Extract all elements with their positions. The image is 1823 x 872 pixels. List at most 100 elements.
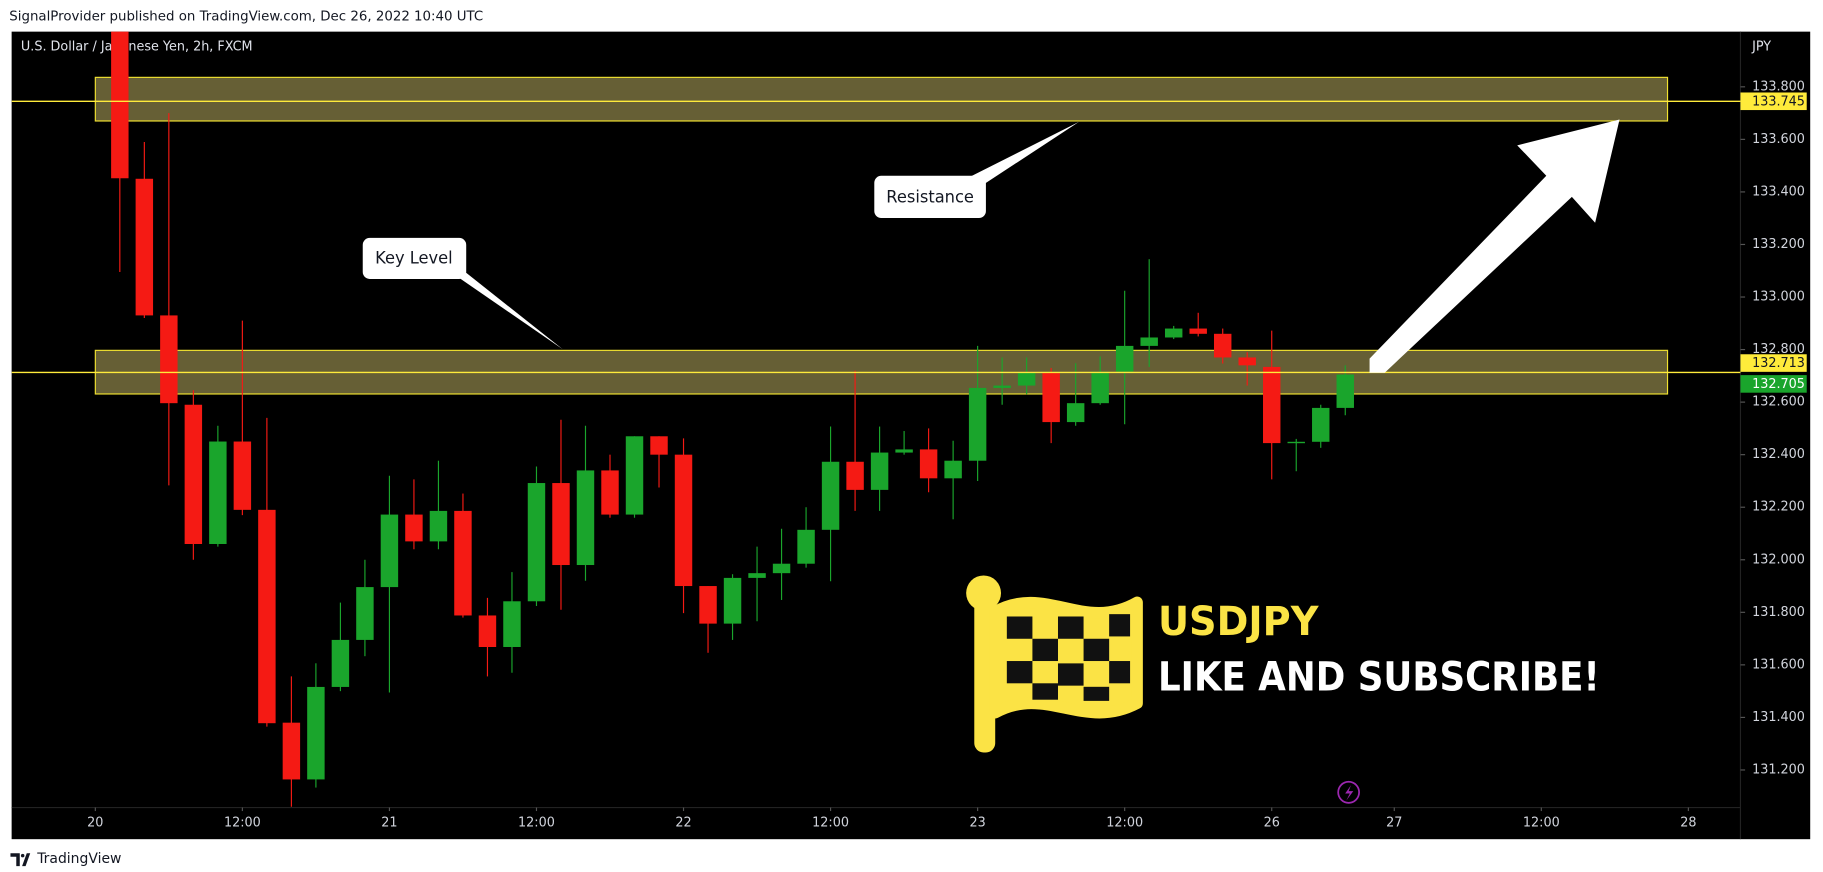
candle-body [772,563,791,574]
y-tick-label: 132.400 [1752,447,1805,462]
footer-brand: TradingView [36,851,121,867]
candle-body [233,441,252,510]
chart-title: U.S. Dollar / Japanese Yen, 2h, FXCM [21,39,253,54]
candle-body [282,722,301,780]
x-tick-label: 28 [1680,815,1696,830]
level-label-bg [1740,92,1807,111]
candle-body [1238,357,1256,366]
y-tick-label: 133.000 [1752,289,1805,304]
candle-body [478,615,497,647]
level-label-bg [1740,375,1807,393]
y-tick-label: 132.000 [1752,552,1805,567]
candle-body [111,31,129,179]
candle-body [1017,372,1036,386]
y-tick-label: 133.800 [1752,79,1805,94]
arrow [1369,119,1620,373]
level-label: 132.705 [1752,377,1805,392]
candle-body [380,514,399,588]
y-tick-label: 131.400 [1752,710,1805,725]
y-tick-label: 131.600 [1752,657,1805,672]
candle-body [405,514,423,542]
x-tick-label: 12:00 [518,815,555,830]
candle-body [625,436,644,515]
candle-body [1287,441,1305,444]
candle-body [748,573,766,578]
x-tick-label: 12:00 [224,815,261,830]
candle-body [821,461,840,530]
banner-cta: LIKE AND SUBSCRIBE! [1158,654,1600,700]
candle-body [1263,366,1281,444]
candle-body [674,454,693,587]
y-tick-label: 133.200 [1752,237,1805,252]
candle-body [797,529,815,564]
footer-logo [10,853,31,867]
x-tick-label: 23 [969,815,985,830]
candle-body [846,461,864,490]
candle-body [209,441,227,545]
currency-label: JPY [1751,39,1771,54]
candle-body [993,385,1011,388]
candle-body [527,483,546,602]
x-tick-label: 26 [1264,815,1280,830]
replay-icon-bolt [1345,785,1354,801]
candle-body [699,586,717,624]
candle-body [184,404,203,545]
callout-box [362,237,467,279]
publish-info: SignalProvider published on TradingView.… [9,9,483,24]
candle-body [919,449,938,479]
y-tick-label: 132.800 [1752,342,1805,357]
callout-text: Resistance [886,188,974,207]
y-tick-label: 131.800 [1752,605,1805,620]
candle-body [1115,345,1134,372]
x-tick-label: 12:00 [812,815,849,830]
replay-icon[interactable] [1337,780,1360,804]
y-tick-label: 132.200 [1752,500,1805,515]
candle-body [1336,374,1354,408]
candle-body [1189,328,1207,334]
x-tick-label: 22 [675,815,691,830]
y-tick-label: 132.600 [1752,395,1805,410]
candle-body [1140,337,1158,346]
x-tick-label: 27 [1386,815,1402,830]
candle-body [160,315,178,404]
candle-body [454,510,472,616]
zone [94,76,1669,122]
candle-body [650,436,668,455]
candle-body [331,639,350,687]
banner-symbol: USDJPY [1158,599,1320,645]
level-label-bg [1740,354,1807,372]
candle-body [135,178,154,316]
x-tick-label: 21 [381,815,397,830]
candle-body [1312,407,1330,442]
x-tick-label: 12:00 [1106,815,1143,830]
plot-area [11,31,1741,807]
y-tick-label: 131.200 [1752,762,1805,777]
flag-logo [966,575,1143,753]
candle-body [944,460,962,479]
candle-body [429,510,448,542]
overlay: Resistance Key Level USDJPY LIKE AND SUB… [362,119,1620,804]
candle-body [723,577,742,624]
candle-body [356,587,374,640]
callout-box [874,175,986,218]
candle-body [1091,371,1109,404]
callout-text: Key Level [375,248,453,267]
candle-body [552,483,570,566]
level-label: 133.745 [1752,94,1805,109]
candle-body [1213,333,1232,358]
candle-body [307,686,325,780]
candle-body [601,470,619,515]
candle-body [870,452,889,490]
x-tick-label: 12:00 [1523,815,1560,830]
candle-body [1066,403,1085,423]
candle-body [895,449,913,453]
x-tick-label: 20 [87,815,103,830]
y-tick-label: 133.600 [1752,132,1805,147]
candle-body [576,470,595,566]
candle-body [1164,328,1183,338]
candle-body [503,601,521,647]
y-tick-label: 133.400 [1752,184,1805,199]
candle-body [258,509,276,724]
candle-body [968,387,987,461]
